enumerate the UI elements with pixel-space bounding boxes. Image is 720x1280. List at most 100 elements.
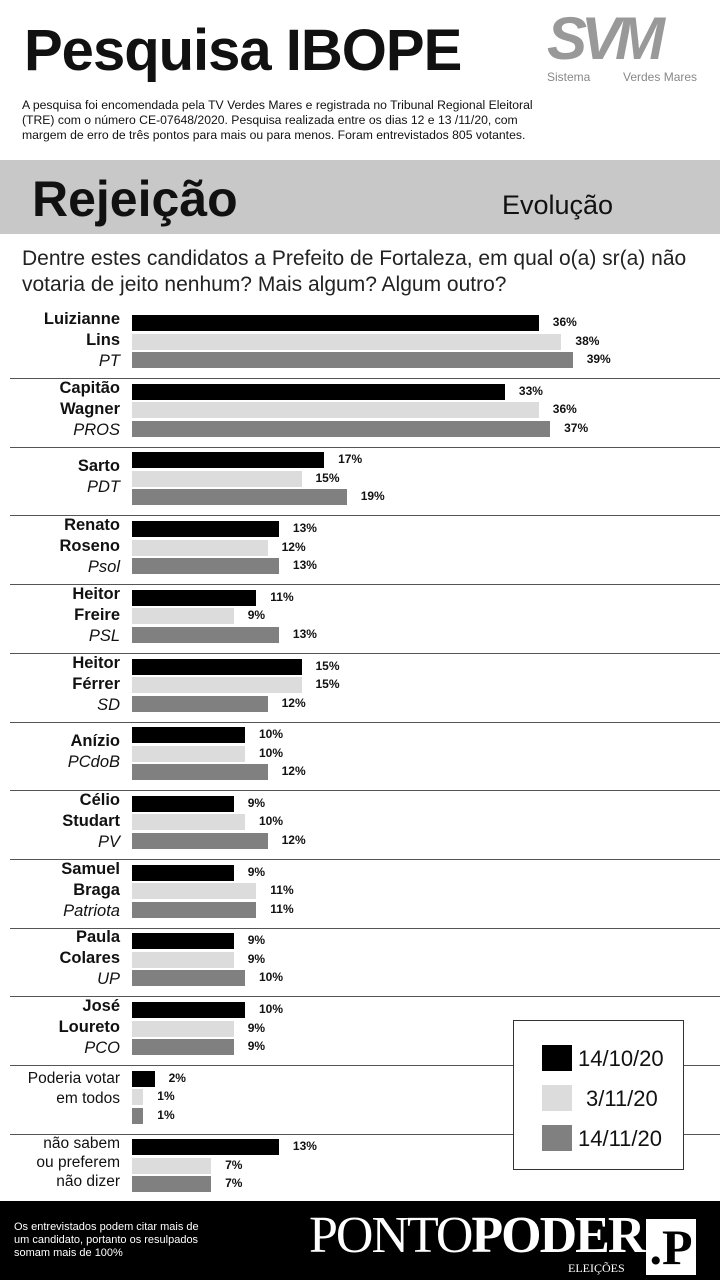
data-label: 13%	[292, 558, 317, 573]
candidate-party: PROS	[73, 420, 120, 439]
data-label: 9%	[247, 795, 266, 810]
bar	[132, 383, 505, 400]
divider	[10, 1065, 720, 1066]
candidate-name: Célio	[79, 790, 120, 809]
data-label: 38%	[575, 333, 600, 348]
candidate-name: Loureto	[58, 1018, 120, 1036]
candidate-name: Paula	[75, 928, 120, 947]
bar	[132, 1139, 279, 1156]
candidate-label: Heitor Férrer SD	[72, 653, 120, 716]
section-title: Rejeição	[32, 171, 238, 227]
bar	[132, 1002, 245, 1018]
bar	[132, 470, 302, 487]
candidate-name: Férrer	[72, 674, 120, 693]
candidate-name: Roseno	[59, 537, 120, 556]
legend-label: 14/10/20	[578, 1046, 664, 1071]
bar	[132, 333, 562, 350]
data-label: 12%	[281, 764, 306, 779]
bar	[132, 814, 245, 831]
question-text: Dentre estes candidatos a Prefeito de Fo…	[22, 247, 687, 296]
candidate-label: Paula Colares UP	[59, 927, 120, 990]
bar	[132, 864, 234, 881]
data-label: 7%	[225, 1157, 243, 1172]
bar	[132, 745, 245, 762]
candidate-name: não dizer	[56, 1173, 120, 1191]
legend-swatch	[542, 1085, 572, 1111]
candidate-name: Sarto	[77, 457, 120, 476]
brand-subtitle: ELEIÇÕES	[568, 1261, 625, 1275]
bar	[132, 1039, 234, 1055]
bar	[132, 658, 302, 675]
data-label: 13%	[292, 626, 317, 641]
divider	[10, 584, 720, 586]
bar	[132, 489, 347, 506]
data-label: 36%	[552, 315, 577, 329]
bar	[132, 315, 539, 331]
data-label: 7%	[225, 1176, 243, 1191]
bar	[132, 352, 573, 368]
candidate-group: Sarto PDT 17% 15% 19%	[0, 447, 720, 517]
data-label: 10%	[259, 814, 284, 829]
candidate-label: Renato Roseno Psol	[59, 515, 120, 578]
data-label: 10%	[259, 727, 284, 742]
data-label: 9%	[247, 933, 266, 948]
candidate-party: PCO	[84, 1039, 120, 1057]
bar	[132, 764, 268, 781]
candidate-name: ou preferem	[36, 1154, 120, 1172]
bar	[132, 901, 257, 918]
section-band: Rejeição Evolução	[0, 160, 720, 234]
bar	[132, 677, 302, 693]
candidate-name: Studart	[62, 811, 120, 830]
candidate-label: Heitor Freire PSL	[72, 584, 120, 647]
data-label: 12%	[281, 832, 306, 847]
candidate-name: Freire	[74, 605, 120, 624]
data-label: 37%	[564, 420, 589, 435]
bar	[132, 727, 245, 744]
data-label: 2%	[168, 1070, 186, 1085]
page-title: Pesquisa IBOPE	[24, 18, 462, 83]
candidate-name: Renato	[64, 516, 120, 535]
data-label: 36%	[552, 402, 577, 417]
data-label: 39%	[586, 352, 611, 366]
data-label: 19%	[360, 489, 385, 504]
data-label: 11%	[270, 901, 294, 916]
divider	[10, 446, 720, 448]
data-label: 12%	[281, 539, 306, 554]
bar	[132, 589, 257, 606]
data-label: 13%	[292, 1139, 317, 1154]
data-label: 15%	[315, 658, 340, 673]
legend-swatch	[542, 1125, 572, 1151]
bar	[132, 695, 268, 712]
candidate-label: Anízio PCdoB	[68, 731, 120, 773]
logo-verdes-mares: Verdes Mares	[623, 70, 698, 84]
section-subtitle: Evolução	[502, 190, 614, 220]
candidate-group: Poderia votar em todos 2% 1% 1%	[0, 1066, 720, 1135]
candidate-label: Capitão Wagner PROS	[59, 378, 120, 441]
candidate-name: Samuel	[61, 859, 120, 878]
data-label: 15%	[315, 470, 340, 485]
candidate-label: Luizianne Lins PT	[44, 309, 120, 372]
candidate-name: não sabem	[43, 1135, 120, 1153]
candidate-party: PDT	[87, 478, 120, 497]
candidate-group: Capitão Wagner PROS 33% 36% 37%	[0, 379, 720, 448]
bar	[132, 1107, 144, 1124]
intro-text: A pesquisa foi encomendada pela TV Verde…	[22, 98, 533, 142]
candidate-label: não sabem ou preferem não dizer	[36, 1134, 120, 1191]
data-label: 33%	[518, 383, 543, 398]
candidate-group: não sabem ou preferem não dizer 13% 7% 7%	[0, 1134, 720, 1203]
divider	[10, 378, 720, 379]
candidate-name: Anízio	[70, 732, 121, 751]
candidate-name: Poderia votar	[27, 1069, 120, 1087]
bar	[132, 558, 279, 575]
data-label: 10%	[259, 745, 284, 760]
candidate-label: Sarto PDT	[78, 456, 120, 498]
candidate-party: PT	[98, 352, 120, 370]
bar	[132, 539, 268, 556]
bar	[132, 1070, 155, 1087]
candidate-name: Capitão	[59, 378, 120, 397]
data-label: 11%	[270, 883, 294, 898]
brand-mark: .P	[646, 1219, 696, 1275]
candidate-name: em todos	[56, 1089, 120, 1107]
data-label: 12%	[281, 695, 306, 710]
